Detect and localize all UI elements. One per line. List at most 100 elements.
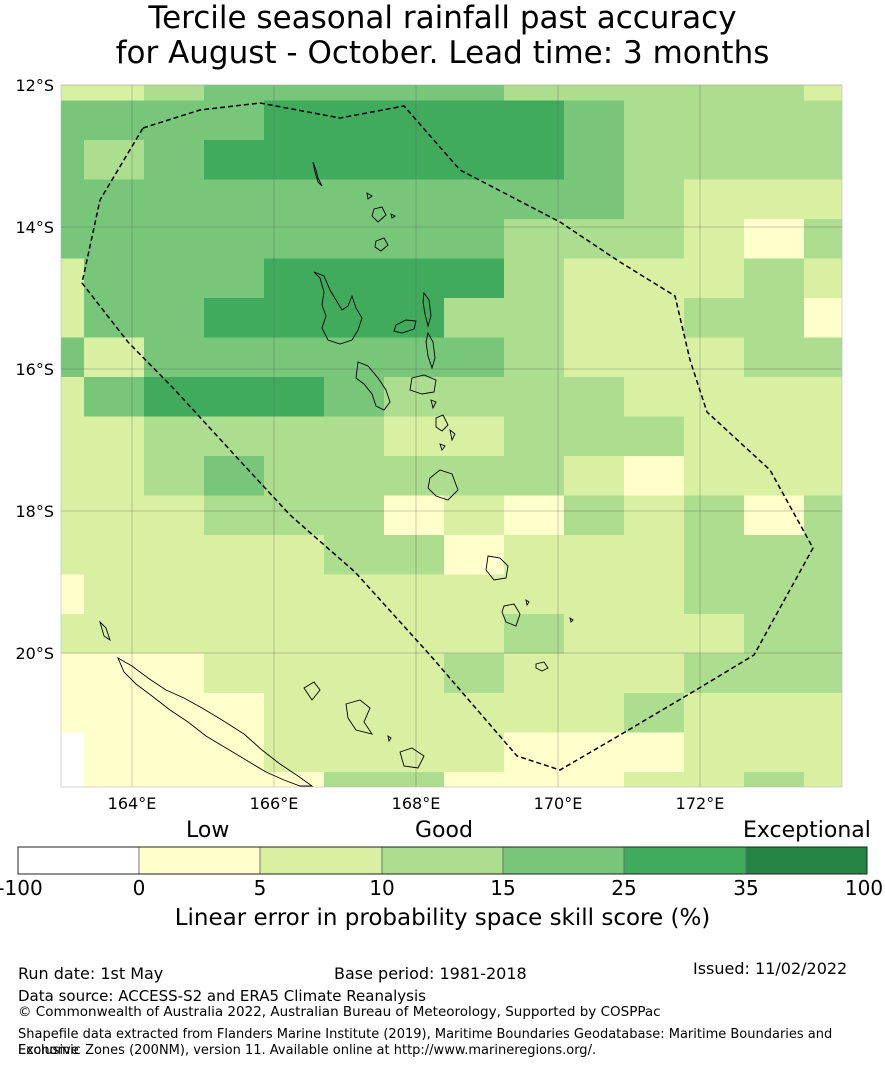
skill-cell — [384, 614, 444, 654]
skill-cell — [61, 100, 84, 140]
skill-cell — [61, 337, 84, 377]
skill-cell — [264, 219, 324, 259]
skill-cell — [204, 614, 264, 654]
skill-cell — [384, 732, 444, 772]
skill-cell — [564, 179, 624, 219]
skill-grid — [61, 85, 842, 787]
skill-cell — [84, 416, 144, 456]
skill-cell — [684, 337, 744, 377]
skill-cell — [384, 219, 444, 259]
skill-cell — [504, 574, 564, 614]
skill-cell — [84, 179, 144, 219]
skill-cell — [744, 732, 804, 772]
skill-cell — [144, 140, 204, 180]
skill-cell — [444, 732, 504, 772]
skill-cell — [444, 298, 504, 338]
skill-cell — [204, 140, 264, 180]
skill-cell — [444, 85, 504, 101]
skill-cell — [204, 535, 264, 575]
colorbar-tick: 25 — [611, 876, 637, 900]
colorbar-tick: 15 — [490, 876, 516, 900]
skill-cell — [564, 377, 624, 417]
skill-cell — [84, 535, 144, 575]
skill-cell — [504, 732, 564, 772]
skill-cell — [204, 179, 264, 219]
colorbar-tick: 100 — [844, 876, 884, 900]
skill-cell — [624, 732, 684, 772]
skill-cell — [384, 495, 444, 535]
skill-cell — [204, 456, 264, 496]
skill-cell — [324, 100, 384, 140]
skill-cell — [744, 298, 804, 338]
skill-cell — [504, 337, 564, 377]
skill-cell — [384, 693, 444, 733]
skill-cell — [804, 85, 842, 101]
skill-cell — [624, 614, 684, 654]
skill-cell — [264, 416, 324, 456]
skill-cell — [84, 574, 144, 614]
skill-cell — [84, 258, 144, 298]
skill-cell — [684, 416, 744, 456]
colorbar-label: Linear error in probability space skill … — [174, 905, 711, 931]
skill-cell — [144, 258, 204, 298]
skill-cell — [324, 495, 384, 535]
skill-cell — [684, 535, 744, 575]
gridlines: 164°E 166°E 168°E 170°E 172°E 12°S 14°S 16°S 18°… — [15, 76, 842, 813]
skill-cell — [624, 298, 684, 338]
base-period: Base period: 1981-2018 — [334, 964, 527, 983]
skill-cell — [444, 179, 504, 219]
skill-cell — [384, 416, 444, 456]
skill-cell — [324, 298, 384, 338]
skill-cell — [84, 298, 144, 338]
skill-cell — [84, 732, 144, 772]
skill-cell — [504, 219, 564, 259]
skill-cell — [564, 85, 624, 101]
lon-tick-label: 166°E — [250, 794, 299, 813]
skill-cell — [61, 456, 84, 496]
chart-title-line-1: Tercile seasonal rainfall past accuracy — [148, 0, 737, 36]
skill-cell — [804, 574, 842, 614]
skill-cell — [144, 495, 204, 535]
island-efate — [427, 469, 459, 501]
skill-cell — [264, 456, 324, 496]
island-banks-2 — [371, 206, 387, 223]
skill-cell — [61, 179, 84, 219]
skill-cell — [444, 100, 504, 140]
skill-cell — [684, 495, 744, 535]
shapefile-credit-line-1: Shapefile data extracted from Flanders M… — [18, 1027, 833, 1058]
lon-tick-label: 172°E — [676, 794, 725, 813]
colorbar-category-exceptional: Exceptional — [743, 818, 871, 843]
skill-cell — [684, 179, 744, 219]
skill-cell — [564, 495, 624, 535]
island-epi — [435, 414, 449, 432]
skill-cell — [144, 574, 204, 614]
skill-cell — [444, 337, 504, 377]
island-belep — [99, 620, 111, 642]
skill-cell — [384, 337, 444, 377]
skill-cell — [144, 179, 204, 219]
skill-cell — [744, 693, 804, 733]
skill-cell — [324, 219, 384, 259]
skill-cell — [804, 456, 842, 496]
skill-cell — [444, 535, 504, 575]
skill-cell — [564, 258, 624, 298]
colorbar-swatch — [138, 846, 261, 875]
colorbar-tick: 35 — [733, 876, 759, 900]
skill-cell — [384, 653, 444, 693]
island-aniwa — [525, 599, 530, 607]
skill-cell — [84, 140, 144, 180]
skill-cell — [84, 85, 144, 101]
skill-cell — [444, 456, 504, 496]
skill-cell — [624, 574, 684, 614]
skill-cell — [504, 535, 564, 575]
coastlines — [99, 161, 574, 787]
island-shepherds — [449, 428, 456, 442]
island-banks-1 — [366, 192, 373, 200]
skill-cell — [504, 298, 564, 338]
skill-cell — [144, 416, 204, 456]
skill-cell — [804, 693, 842, 733]
chart-title-line-2: for August - October. Lead time: 3 month… — [115, 35, 770, 71]
skill-cell — [61, 140, 84, 180]
skill-cell — [264, 614, 324, 654]
